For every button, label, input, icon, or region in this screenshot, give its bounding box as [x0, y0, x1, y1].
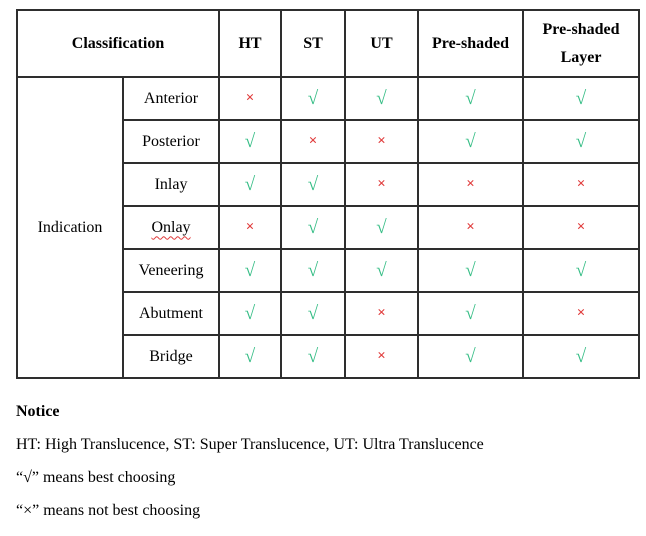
indication-rows: Indication Anterior × √ √ √ √ Posterior √ × × √ √ Inl… [16, 76, 641, 379]
row-label-text: Onlay [151, 218, 191, 236]
classification-table: Classification HT ST UT Pre-shaded Pre-s… [15, 9, 641, 379]
cross-mark: × [522, 205, 641, 250]
check-mark: √ [280, 162, 347, 207]
check-mark: √ [218, 248, 283, 293]
cross-mark: × [522, 162, 641, 207]
header-ht: HT [218, 9, 283, 78]
cross-mark: × [417, 162, 525, 207]
row-label-text: Abutment [139, 304, 203, 322]
classification-table-container: Classification HT ST UT Pre-shaded Pre-s… [15, 9, 641, 379]
row-label: Onlay [121, 205, 221, 250]
check-mark: √ [417, 119, 525, 164]
row-label: Posterior [121, 119, 221, 164]
check-mark: √ [522, 248, 641, 293]
cross-mark: × [280, 119, 347, 164]
row-label: Anterior [121, 76, 221, 121]
cross-mark: × [218, 205, 283, 250]
check-mark: √ [218, 334, 283, 379]
row-label-text: Inlay [154, 175, 188, 193]
header-pre-shaded: Pre-shaded [417, 9, 525, 78]
row-label: Abutment [121, 291, 221, 336]
notice-line-abbreviations: HT: High Translucence, ST: Super Translu… [16, 436, 484, 453]
check-mark: √ [417, 76, 525, 121]
cross-mark: × [218, 76, 283, 121]
check-mark: √ [417, 334, 525, 379]
check-mark: √ [522, 334, 641, 379]
check-mark: √ [280, 291, 347, 336]
check-mark: √ [522, 119, 641, 164]
check-mark: √ [218, 162, 283, 207]
notice-section: Notice HT: High Translucence, ST: Super … [16, 402, 631, 534]
notice-line-check-meaning: “√” means best choosing [16, 469, 176, 486]
notice-line-cross-meaning: “×” means not best choosing [16, 502, 201, 519]
row-label: Veneering [121, 248, 221, 293]
row-label-text: Anterior [143, 89, 199, 107]
check-mark: √ [218, 119, 283, 164]
table-header-row: Classification HT ST UT Pre-shaded Pre-s… [15, 9, 641, 78]
check-mark: √ [218, 291, 283, 336]
row-group-label-indication: Indication [16, 76, 124, 379]
check-mark: √ [280, 205, 347, 250]
row-label: Bridge [121, 334, 221, 379]
header-ut: UT [344, 9, 420, 78]
table-row: Onlay × √ √ × × [17, 205, 641, 250]
table-row: Veneering √ √ √ √ √ [17, 248, 641, 293]
check-mark: √ [522, 76, 641, 121]
notice-title: Notice [16, 403, 60, 420]
header-pre-shaded-layer: Pre-shaded Layer [522, 9, 641, 78]
cross-mark: × [522, 291, 641, 336]
table-row: Posterior √ × × √ √ [17, 119, 641, 164]
check-mark: √ [344, 76, 420, 121]
check-mark: √ [344, 205, 420, 250]
table-row: Inlay √ √ × × × [17, 162, 641, 207]
row-label: Inlay [121, 162, 221, 207]
cross-mark: × [344, 291, 420, 336]
check-mark: √ [280, 334, 347, 379]
row-label-text: Posterior [142, 132, 200, 150]
table-row: Indication Anterior × √ √ √ √ [16, 76, 641, 379]
check-mark: √ [417, 248, 525, 293]
check-mark: √ [280, 248, 347, 293]
check-mark: √ [417, 291, 525, 336]
header-classification: Classification [15, 9, 221, 78]
cross-mark: × [417, 205, 525, 250]
cross-mark: × [344, 119, 420, 164]
check-mark: √ [280, 76, 347, 121]
cross-mark: × [344, 334, 420, 379]
row-label-text: Veneering [138, 261, 204, 279]
cross-mark: × [344, 162, 420, 207]
header-st: ST [280, 9, 347, 78]
table-row: Bridge √ √ × √ √ [17, 334, 641, 379]
row-label-text: Bridge [149, 347, 193, 365]
table-row: Abutment √ √ × √ × [17, 291, 641, 336]
check-mark: √ [344, 248, 420, 293]
